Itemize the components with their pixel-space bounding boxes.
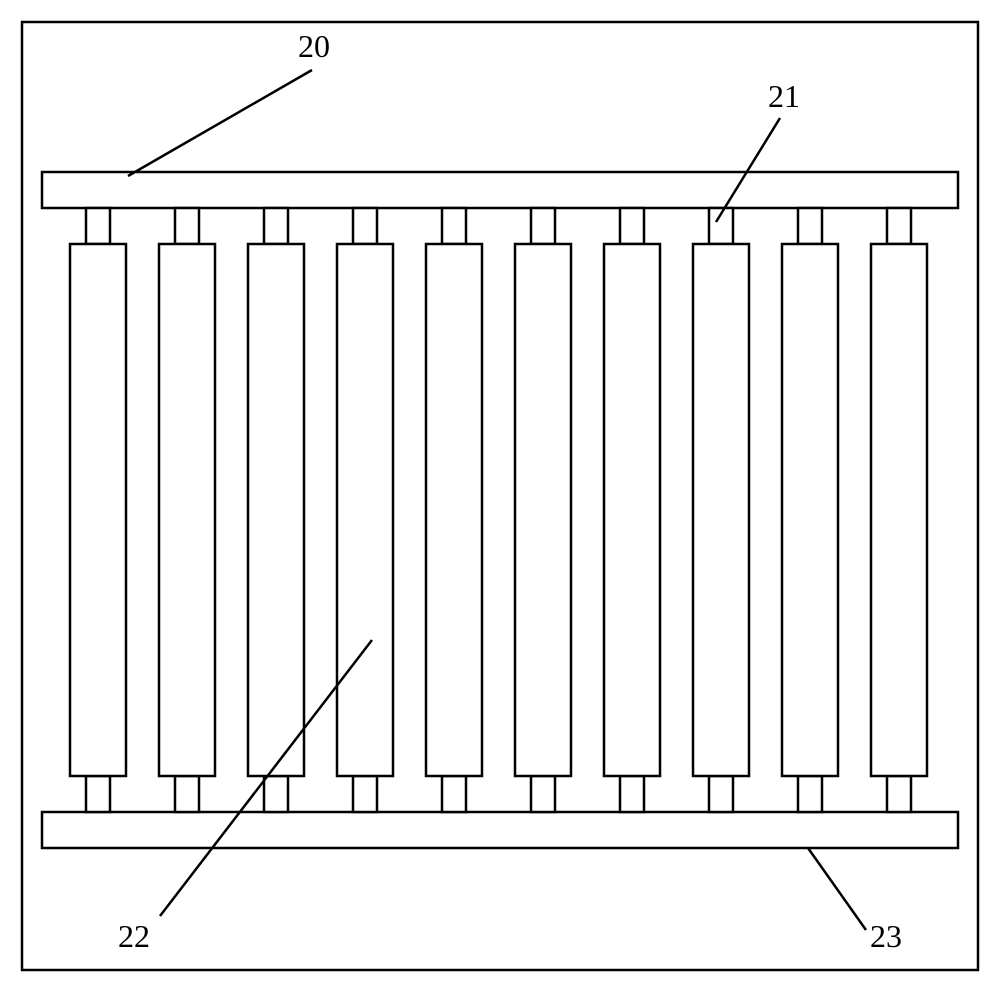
connector-bottom <box>798 776 822 812</box>
connector-bottom <box>442 776 466 812</box>
label-23: 23 <box>870 918 902 955</box>
bottom-rail <box>42 812 958 848</box>
leader-23 <box>808 848 866 930</box>
connector-top <box>620 208 644 244</box>
roller <box>159 244 215 776</box>
roller <box>604 244 660 776</box>
roller <box>871 244 927 776</box>
connector-top <box>887 208 911 244</box>
leader-20 <box>128 70 312 176</box>
connector-bottom <box>175 776 199 812</box>
connector-top <box>264 208 288 244</box>
connector-top <box>353 208 377 244</box>
connector-bottom <box>531 776 555 812</box>
roller <box>70 244 126 776</box>
diagram-canvas <box>0 0 1000 992</box>
connector-bottom <box>353 776 377 812</box>
connector-bottom <box>86 776 110 812</box>
roller <box>515 244 571 776</box>
label-20: 20 <box>298 28 330 65</box>
connector-bottom <box>620 776 644 812</box>
roller <box>337 244 393 776</box>
roller <box>782 244 838 776</box>
roller <box>693 244 749 776</box>
top-rail <box>42 172 958 208</box>
roller <box>248 244 304 776</box>
connector-bottom <box>709 776 733 812</box>
label-21: 21 <box>768 78 800 115</box>
connector-top <box>175 208 199 244</box>
connector-top <box>798 208 822 244</box>
connector-bottom <box>264 776 288 812</box>
connector-top <box>86 208 110 244</box>
connector-top <box>442 208 466 244</box>
label-22: 22 <box>118 918 150 955</box>
roller <box>426 244 482 776</box>
roller-assembly <box>70 208 927 812</box>
connector-top <box>531 208 555 244</box>
connector-bottom <box>887 776 911 812</box>
